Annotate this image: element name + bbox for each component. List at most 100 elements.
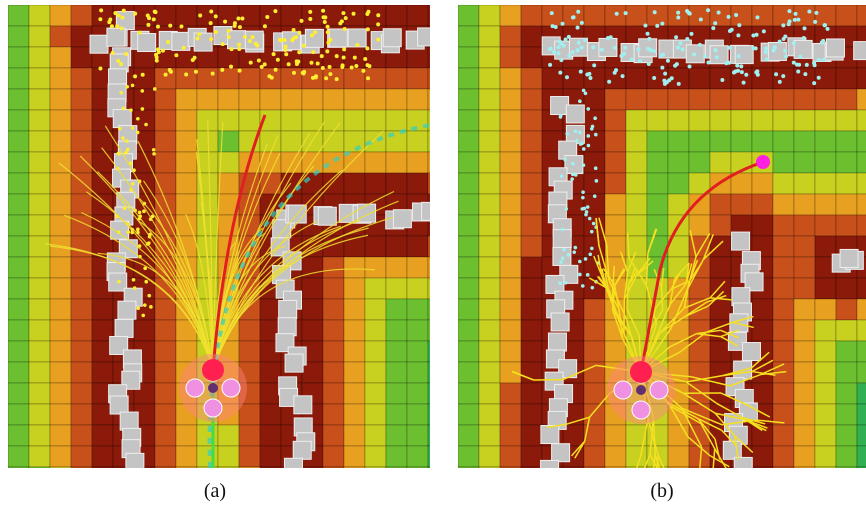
point-cloud: [563, 158, 567, 162]
page: (a) (b) (() => { const data = JSON.parse…: [0, 0, 866, 510]
point-cloud: [113, 11, 117, 15]
cost-cell: [407, 446, 428, 467]
cost-cell: [281, 89, 302, 110]
cost-cell: [407, 320, 428, 341]
cost-cell: [8, 341, 29, 362]
cost-cell: [731, 194, 752, 215]
point-cloud: [578, 273, 582, 277]
cost-cell: [773, 425, 794, 446]
cost-cell: [479, 173, 500, 194]
cost-cell: [794, 362, 815, 383]
cost-cell: [647, 173, 668, 194]
cost-cell: [731, 26, 752, 47]
cost-cell: [407, 425, 428, 446]
point-cloud: [675, 62, 679, 66]
point-cloud: [728, 46, 732, 50]
cost-cell: [50, 257, 71, 278]
cost-cell: [794, 110, 815, 131]
point-cloud: [352, 12, 356, 16]
cost-cell: [155, 467, 176, 488]
point-cloud: [784, 54, 788, 58]
point-cloud: [567, 54, 571, 58]
cost-cell: [521, 5, 542, 26]
cost-cell: [500, 152, 521, 173]
point-cloud: [570, 177, 574, 181]
cost-cell: [794, 131, 815, 152]
cost-cell: [344, 110, 365, 131]
obstacle-block: [732, 232, 750, 250]
cost-cell: [857, 425, 866, 446]
point-cloud: [283, 48, 287, 52]
point-cloud: [783, 35, 787, 39]
point-cloud: [136, 117, 140, 121]
cost-cell: [521, 383, 542, 404]
cost-cell: [29, 320, 50, 341]
point-cloud: [817, 76, 821, 80]
cost-cell: [407, 47, 428, 68]
obstacle-block: [172, 32, 190, 50]
cost-cell: [479, 47, 500, 68]
point-cloud: [344, 16, 348, 20]
obstacle-block: [228, 31, 246, 49]
cost-cell: [458, 299, 479, 320]
point-cloud: [295, 62, 299, 66]
point-cloud: [593, 194, 597, 198]
point-cloud: [579, 142, 583, 146]
point-cloud: [257, 59, 261, 63]
cost-cell: [323, 404, 344, 425]
point-cloud: [365, 63, 369, 67]
cost-cell: [458, 236, 479, 257]
cost-cell: [260, 467, 281, 488]
point-cloud: [706, 8, 710, 12]
cost-cell: [155, 446, 176, 467]
point-cloud: [166, 40, 170, 44]
cost-cell: [344, 257, 365, 278]
point-cloud: [117, 280, 121, 284]
point-cloud: [582, 89, 586, 93]
cost-cell: [836, 383, 857, 404]
point-cloud: [583, 38, 587, 42]
cost-cell: [29, 299, 50, 320]
point-cloud: [792, 61, 796, 65]
point-cloud: [129, 108, 133, 112]
point-cloud: [376, 22, 380, 26]
cost-cell: [323, 110, 344, 131]
point-cloud: [140, 89, 144, 93]
cost-cell: [794, 215, 815, 236]
point-cloud: [131, 126, 135, 130]
cost-cell: [302, 89, 323, 110]
cost-cell: [92, 194, 113, 215]
cost-cell: [428, 236, 449, 257]
cost-cell: [479, 236, 500, 257]
cost-cell: [323, 425, 344, 446]
cost-cell: [428, 68, 449, 89]
cost-cell: [92, 299, 113, 320]
point-cloud: [548, 63, 552, 67]
cost-cell: [50, 467, 71, 488]
cost-cell: [605, 5, 626, 26]
point-cloud: [198, 14, 202, 18]
cost-cell: [689, 467, 710, 488]
cost-cell: [8, 278, 29, 299]
point-cloud: [647, 62, 651, 66]
cost-cell: [794, 5, 815, 26]
cost-cell: [71, 68, 92, 89]
cost-cell: [752, 320, 773, 341]
cost-cell: [605, 152, 626, 173]
cost-cell: [689, 89, 710, 110]
cost-cell: [836, 299, 857, 320]
point-cloud: [131, 182, 135, 186]
cost-cell: [626, 110, 647, 131]
cost-cell: [857, 383, 866, 404]
cost-cell: [8, 425, 29, 446]
point-cloud: [164, 73, 168, 77]
point-cloud: [297, 50, 301, 54]
cost-cell: [29, 341, 50, 362]
point-cloud: [592, 222, 596, 226]
cost-cell: [479, 320, 500, 341]
point-cloud: [125, 139, 129, 143]
cost-cell: [710, 278, 731, 299]
cost-cell: [773, 110, 794, 131]
cost-cell: [773, 152, 794, 173]
cost-cell: [836, 362, 857, 383]
